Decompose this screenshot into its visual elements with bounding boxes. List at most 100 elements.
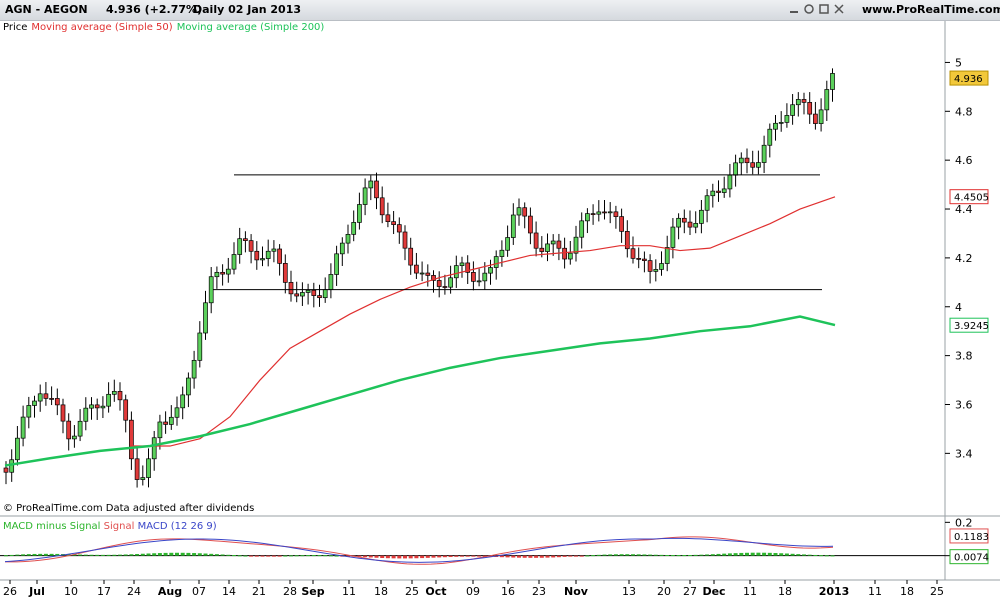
macd-hist-bar xyxy=(802,554,806,556)
candle xyxy=(191,359,197,379)
macd-hist-bar xyxy=(243,555,248,557)
macd-hist-bar xyxy=(32,553,37,556)
settings-icon[interactable] xyxy=(803,3,815,15)
macd-hist-bar xyxy=(380,555,385,558)
minimize-icon[interactable] xyxy=(788,3,800,15)
macd-hist-bar xyxy=(232,555,236,557)
macd-hist-bar xyxy=(585,555,590,557)
macd-hist-bar xyxy=(397,555,402,559)
macd-hist-bar xyxy=(613,554,618,556)
macd-hist-bar xyxy=(180,552,185,556)
macd-hist-bar xyxy=(357,555,362,557)
candle xyxy=(214,271,220,278)
candle xyxy=(357,204,362,223)
macd-hist-bar xyxy=(659,554,664,556)
candle xyxy=(699,209,704,224)
x-tick-label: 18 xyxy=(778,585,792,598)
candle xyxy=(824,89,830,111)
macd-hist-bar xyxy=(118,554,122,556)
macd-hist-bar xyxy=(26,554,31,556)
candle xyxy=(134,458,140,480)
macd-hist-bar xyxy=(408,555,413,559)
ma50-price-tag: 4.4505 xyxy=(954,193,989,204)
macd-hist-bar xyxy=(226,554,231,556)
macd-hist-bar xyxy=(289,555,293,557)
x-tick-label: 07 xyxy=(192,585,206,598)
candle xyxy=(186,377,191,396)
candle xyxy=(328,274,334,290)
x-tick-label: 27 xyxy=(683,585,697,598)
macd-hist-bar xyxy=(448,555,453,557)
macd-hist-bar xyxy=(277,555,282,557)
candle xyxy=(368,180,374,189)
candle xyxy=(197,332,203,361)
macd-hist-bar xyxy=(334,555,339,557)
candle xyxy=(174,407,180,418)
candle xyxy=(767,128,773,146)
symbol-label: AGN - AEGON xyxy=(5,3,88,16)
watermark-text: © ProRealTime.com Data adjusted after di… xyxy=(3,503,255,514)
candle xyxy=(237,238,243,255)
candle xyxy=(510,214,516,238)
candle xyxy=(322,289,328,299)
macd-hist-bar xyxy=(300,555,305,557)
candle xyxy=(756,162,761,168)
candle xyxy=(493,256,499,268)
x-tick-label: 13 xyxy=(622,585,636,598)
close-icon[interactable] xyxy=(833,3,845,15)
macd-hist-bar xyxy=(727,553,732,556)
candle xyxy=(522,207,528,217)
macd-hist-bar xyxy=(579,555,584,557)
macd-hist-bar xyxy=(693,554,698,556)
candle xyxy=(254,250,260,261)
macd-hist-bar xyxy=(328,555,333,557)
candle xyxy=(225,268,231,275)
macd-hist-bar xyxy=(488,555,493,557)
macd-hist-bar xyxy=(146,553,151,556)
macd-hist-bar xyxy=(157,553,162,556)
macd-hist-bar xyxy=(254,555,259,557)
candle xyxy=(129,419,134,460)
macd-hist-bar xyxy=(323,555,328,557)
macd-hist-bar xyxy=(784,553,789,556)
x-tick-label: 10 xyxy=(64,585,78,598)
candle xyxy=(790,104,795,116)
macd-hist-bar xyxy=(682,555,687,557)
macd-hist-bar xyxy=(346,555,350,557)
candle xyxy=(396,224,402,233)
macd-hist-bar xyxy=(49,553,54,556)
macd-hist-bar xyxy=(214,554,219,556)
macd-hist-bar xyxy=(123,554,128,556)
macd-hist-bar xyxy=(135,553,140,556)
last-price-tag: 4.936 xyxy=(954,74,983,85)
macd-hist-bar xyxy=(471,555,476,557)
candle xyxy=(750,162,756,168)
candle xyxy=(54,398,60,406)
macd-hist-bar xyxy=(636,554,641,556)
candle xyxy=(294,293,300,297)
macd-hist-bar xyxy=(670,555,675,557)
y-tick-label: 4.6 xyxy=(955,154,973,167)
maximize-icon[interactable] xyxy=(818,3,830,15)
macd-hist-bar xyxy=(534,555,539,558)
candle xyxy=(15,437,20,461)
candle xyxy=(203,302,208,334)
candle xyxy=(37,393,43,402)
candle xyxy=(471,272,476,282)
x-tick-label: 11 xyxy=(868,585,882,598)
candle xyxy=(391,221,396,225)
macd-hist-bar xyxy=(186,552,191,556)
macd-hist-bar xyxy=(716,553,721,556)
candle xyxy=(362,187,368,205)
macd-hist-bar xyxy=(631,554,635,556)
ma200-price-tag-box xyxy=(949,317,989,333)
x-tick-label: 20 xyxy=(657,585,671,598)
macd-hist-bar xyxy=(363,555,368,558)
macd-hist-bar xyxy=(271,555,276,557)
macd-hist-bar xyxy=(306,555,311,557)
price-legend: Price Moving average (Simple 50) Moving av… xyxy=(3,22,328,33)
candle xyxy=(94,404,100,409)
macd-hist-bar xyxy=(745,552,749,556)
candle xyxy=(260,258,265,261)
